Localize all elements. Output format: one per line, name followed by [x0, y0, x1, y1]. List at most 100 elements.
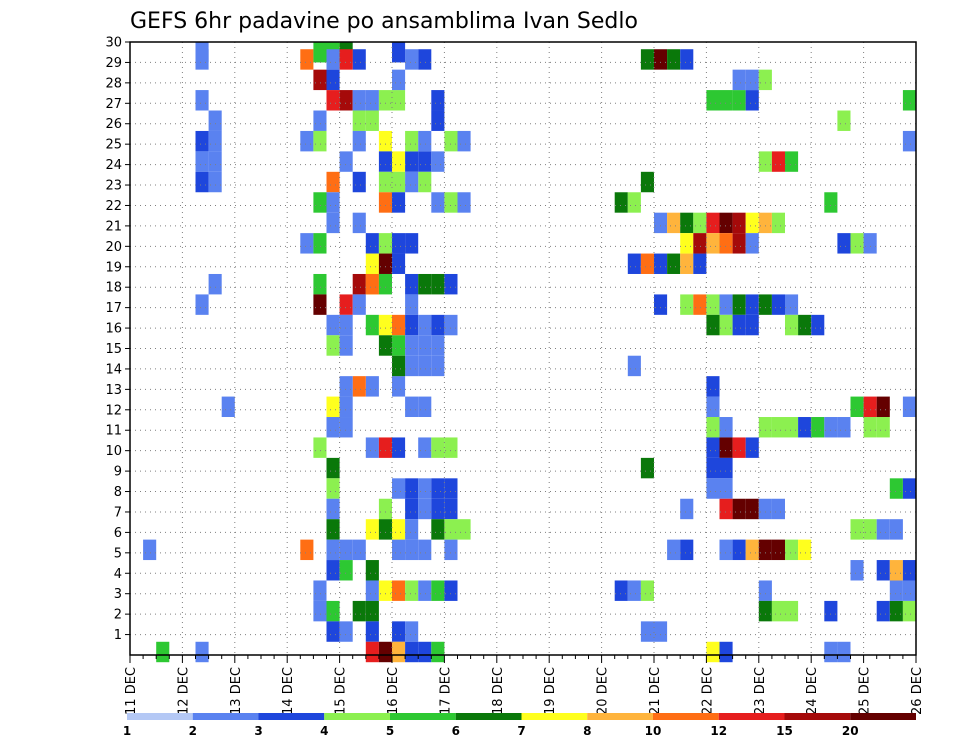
legend-level-label: 4: [320, 724, 328, 738]
precip-cell: [824, 417, 838, 438]
precip-cell: [785, 417, 799, 438]
precip-cell: [431, 335, 445, 356]
precip-cell: [418, 49, 432, 70]
precip-cell: [798, 417, 812, 438]
precip-cell: [313, 42, 327, 63]
precip-cell: [876, 519, 890, 540]
precip-cell: [431, 580, 445, 601]
x-tick-label: 17 DEC: [438, 667, 453, 715]
precip-cell: [418, 498, 432, 520]
precip-cell: [706, 294, 720, 315]
precip-cell: [365, 273, 379, 295]
precip-cell: [771, 539, 785, 561]
precip-cell: [339, 90, 353, 111]
precip-cell: [405, 49, 419, 70]
precip-cell: [706, 376, 720, 397]
x-tick-label: 25 DEC: [858, 667, 873, 715]
precip-cell: [326, 600, 340, 622]
precip-cell: [719, 437, 733, 458]
precip-cell: [405, 294, 419, 315]
x-tick-label: 21 DEC: [648, 667, 663, 715]
y-axis-ticks: 1234567891011121314151617181920212223242…: [105, 36, 130, 643]
precip-cell: [902, 560, 916, 581]
precip-cell: [392, 519, 406, 540]
x-tick-label: 26 DEC: [910, 667, 925, 715]
precip-cell: [339, 314, 353, 336]
y-tick-label: 27: [105, 97, 122, 112]
precip-cell: [352, 539, 366, 561]
precip-cell: [693, 294, 707, 315]
precip-cell: [365, 110, 379, 131]
y-tick-label: 8: [114, 485, 122, 500]
precip-cell: [745, 498, 759, 520]
precip-cell: [706, 212, 720, 234]
y-tick-label: 21: [105, 219, 122, 234]
precip-cell: [889, 478, 903, 499]
y-tick-label: 5: [114, 546, 122, 561]
precip-cell: [418, 314, 432, 336]
legend-swatch: [258, 713, 325, 720]
precip-cell: [352, 376, 366, 397]
precip-cell: [876, 600, 890, 622]
precip-cell: [745, 314, 759, 336]
precip-cell: [405, 314, 419, 336]
precip-cell: [745, 90, 759, 111]
precip-cell: [418, 396, 432, 418]
precip-cell: [326, 621, 340, 642]
precip-cell: [889, 519, 903, 540]
precip-cell: [863, 519, 877, 540]
x-tick-label: 13 DEC: [229, 667, 244, 715]
precip-cell: [732, 90, 746, 111]
y-tick-label: 15: [105, 342, 122, 357]
y-tick-label: 18: [105, 281, 122, 296]
precip-cell: [837, 233, 851, 254]
precip-cell: [378, 580, 392, 601]
precip-cell: [811, 417, 825, 438]
precip-cell: [444, 519, 458, 540]
legend-level-label: 20: [842, 724, 859, 738]
precip-cell: [339, 417, 353, 438]
precip-cell: [405, 498, 419, 520]
precip-cell: [706, 396, 720, 418]
precip-cell: [326, 560, 340, 581]
precip-cell: [732, 539, 746, 561]
precip-cell: [392, 641, 406, 663]
precip-cell: [418, 335, 432, 356]
precip-cell: [680, 49, 694, 70]
precip-cell: [339, 396, 353, 418]
x-tick-label: 15 DEC: [334, 667, 349, 715]
y-tick-label: 3: [114, 587, 122, 602]
precip-cell: [313, 233, 327, 254]
precip-cell: [392, 376, 406, 397]
y-tick-label: 11: [105, 424, 122, 439]
y-tick-label: 19: [105, 260, 122, 275]
precip-cell: [706, 314, 720, 336]
precip-cell: [771, 212, 785, 234]
precip-cell: [771, 600, 785, 622]
precip-cell: [785, 151, 799, 172]
precip-cell: [418, 273, 432, 295]
y-tick-label: 20: [105, 240, 122, 255]
precip-cell: [889, 600, 903, 622]
precip-cell: [444, 130, 458, 152]
x-tick-label: 14 DEC: [281, 667, 296, 715]
legend-swatch: [390, 713, 456, 720]
precip-cell: [640, 253, 654, 274]
precip-cell: [640, 457, 654, 479]
precip-cell: [667, 539, 681, 561]
precip-cell: [339, 539, 353, 561]
precip-cell: [680, 233, 694, 254]
precip-cell: [785, 539, 799, 561]
precip-cell: [392, 335, 406, 356]
precip-cell: [326, 192, 340, 213]
precip-cell: [719, 233, 733, 254]
legend-level-label: 1: [123, 724, 131, 738]
precip-cell: [326, 49, 340, 70]
precip-cell: [418, 437, 432, 458]
precip-cell: [365, 560, 379, 581]
precip-cell: [392, 478, 406, 499]
precip-cell: [418, 171, 432, 193]
precip-cell: [313, 110, 327, 131]
precip-cell: [758, 212, 772, 234]
precip-cell: [824, 641, 838, 663]
